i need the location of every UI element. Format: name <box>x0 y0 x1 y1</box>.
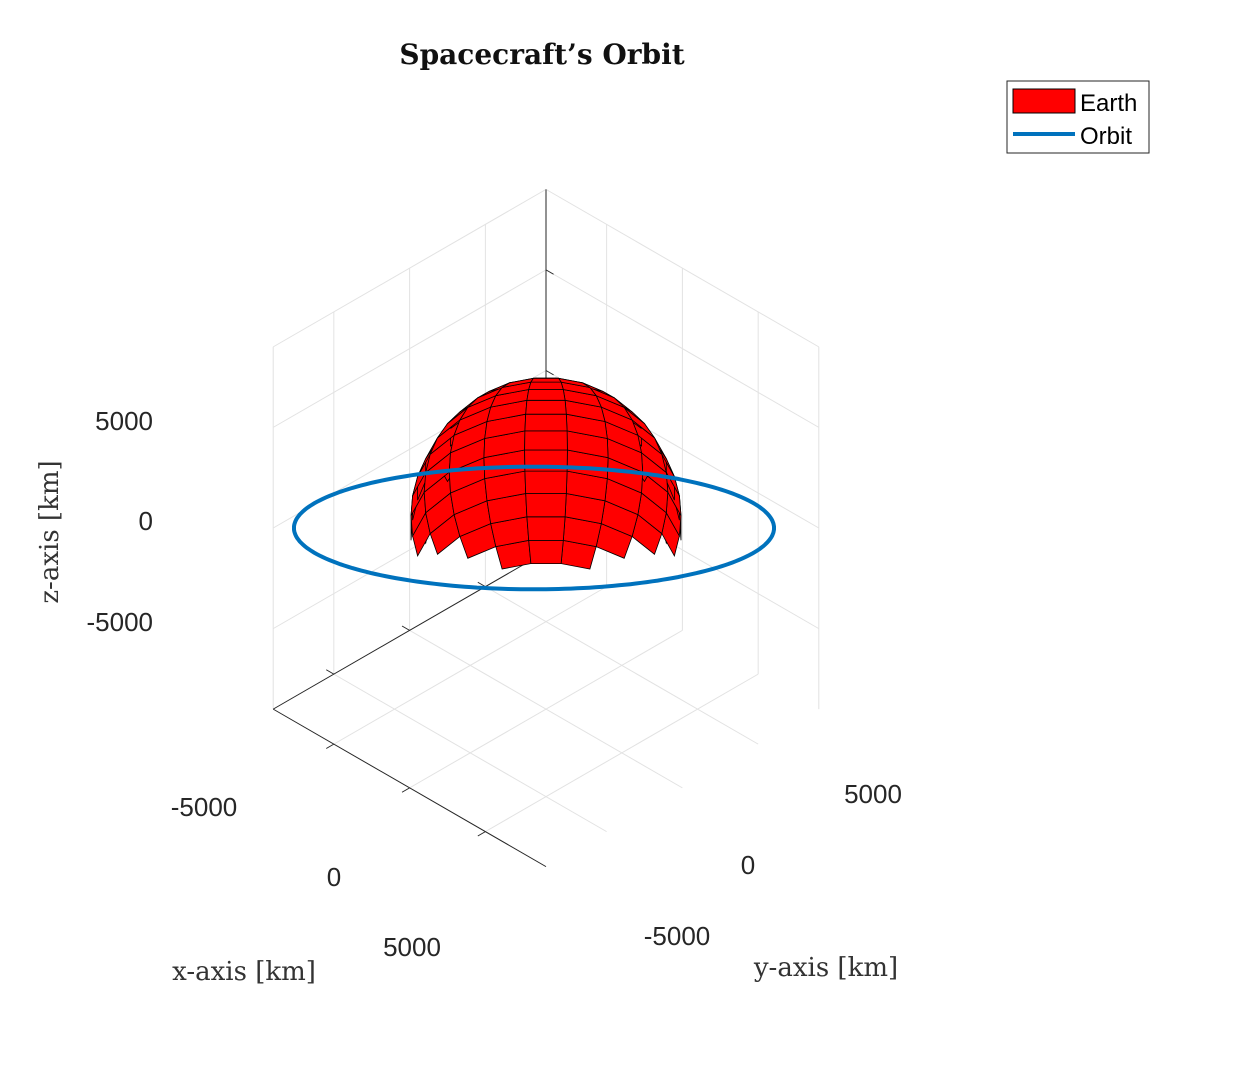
grid-line <box>272 269 547 428</box>
z-axis-label: z-axis [km] <box>35 460 65 603</box>
z-tick-label: 0 <box>139 506 153 536</box>
earth-face <box>526 389 566 401</box>
earth-face <box>524 470 568 494</box>
earth-face <box>524 430 568 451</box>
x-tick <box>401 625 410 631</box>
earth-sphere <box>410 377 682 570</box>
x-tick <box>477 581 486 588</box>
legend-earth-swatch <box>1012 88 1076 114</box>
y-tick <box>401 787 410 793</box>
x-tick-label: 0 <box>327 862 341 892</box>
grid-line <box>409 629 683 789</box>
z-tick <box>545 370 554 376</box>
y-tick-label: 0 <box>741 850 755 880</box>
earth-face <box>526 516 566 541</box>
legend-earth-label: Earth <box>1080 90 1137 117</box>
legend: Earth Orbit <box>1006 80 1150 154</box>
earth-face <box>530 377 562 383</box>
x-axis-label: x-axis [km] <box>172 957 316 987</box>
earth-face <box>528 540 564 564</box>
x-tick <box>326 669 335 675</box>
z-tick-label: 5000 <box>95 406 153 436</box>
chart-title: Spacecraft’s Orbit <box>399 38 684 71</box>
y-axis-label: y-axis [km] <box>753 953 898 983</box>
orbit-line <box>292 464 776 592</box>
x-tick-label: -5000 <box>171 792 238 822</box>
y-tick <box>326 743 335 749</box>
z-tick-label: -5000 <box>87 607 154 637</box>
y-tick-label: -5000 <box>644 921 711 951</box>
earth-face <box>524 413 568 432</box>
earth-face <box>525 493 567 518</box>
grid-line <box>485 673 759 833</box>
grid-layer <box>272 188 820 833</box>
grid-line <box>545 269 820 428</box>
earth-face <box>525 399 567 415</box>
grid-line <box>545 188 820 348</box>
grid-line <box>272 188 547 348</box>
orbit-layer <box>292 464 776 592</box>
x-tick-label: 5000 <box>383 932 441 962</box>
earth-face <box>528 381 564 390</box>
y-tick-label: 5000 <box>844 779 902 809</box>
y-tick <box>477 831 486 837</box>
grid-line <box>333 586 607 745</box>
legend-orbit-label: Orbit <box>1080 123 1132 150</box>
z-tick <box>545 269 554 275</box>
